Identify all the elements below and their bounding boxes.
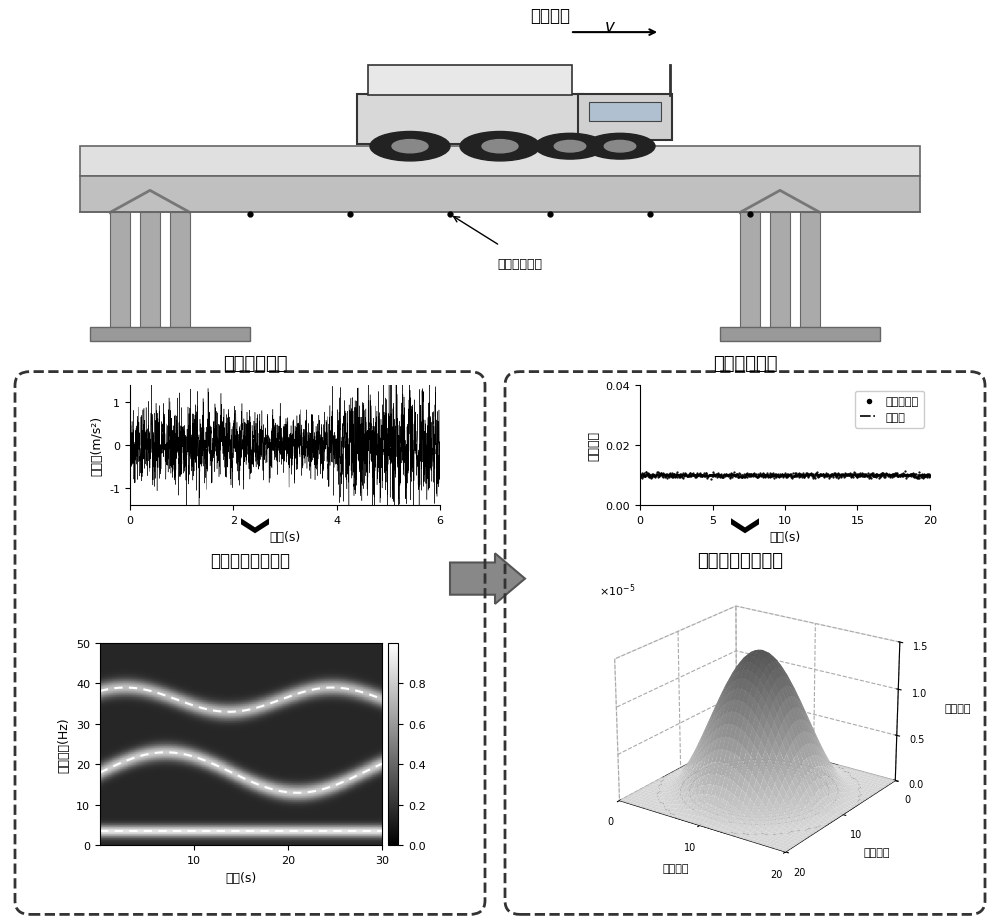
Circle shape <box>392 141 428 153</box>
FancyArrow shape <box>450 553 525 605</box>
Text: ❯: ❯ <box>726 516 754 539</box>
Text: v: v <box>605 18 615 37</box>
Text: 时变模态参数识别: 时变模态参数识别 <box>210 551 290 570</box>
Text: $\times 10^{-5}$: $\times 10^{-5}$ <box>599 582 635 598</box>
FancyBboxPatch shape <box>357 95 583 144</box>
X-axis label: 时间(s): 时间(s) <box>769 530 801 544</box>
Circle shape <box>604 142 636 153</box>
FancyBboxPatch shape <box>170 213 190 331</box>
Polygon shape <box>80 176 920 213</box>
Circle shape <box>370 132 450 162</box>
Y-axis label: 固有频率(Hz): 固有频率(Hz) <box>58 717 71 772</box>
FancyBboxPatch shape <box>770 213 790 331</box>
FancyBboxPatch shape <box>368 65 572 96</box>
FancyBboxPatch shape <box>740 213 760 331</box>
Legend: 本发明方法, 理论值: 本发明方法, 理论值 <box>855 391 924 428</box>
Circle shape <box>554 142 586 153</box>
Circle shape <box>460 132 540 162</box>
Text: 缩放系数计算: 缩放系数计算 <box>713 354 777 372</box>
Text: 结构响应采集: 结构响应采集 <box>223 354 287 372</box>
FancyBboxPatch shape <box>578 95 672 141</box>
FancyBboxPatch shape <box>720 327 880 342</box>
X-axis label: 测点数目: 测点数目 <box>662 863 689 873</box>
Polygon shape <box>80 147 920 176</box>
Y-axis label: 加速度(m/s²): 加速度(m/s²) <box>91 415 104 476</box>
Circle shape <box>585 134 655 160</box>
Circle shape <box>535 134 605 160</box>
Y-axis label: 测点数目: 测点数目 <box>863 847 890 857</box>
FancyBboxPatch shape <box>110 213 130 331</box>
Text: 结构位移柔度识别: 结构位移柔度识别 <box>697 551 783 570</box>
FancyBboxPatch shape <box>800 213 820 331</box>
Text: 移动车辆: 移动车辆 <box>530 7 570 26</box>
FancyBboxPatch shape <box>140 213 160 331</box>
FancyBboxPatch shape <box>589 103 661 121</box>
Y-axis label: 缩放系数: 缩放系数 <box>587 431 600 460</box>
Text: 加速度传感器: 加速度传感器 <box>498 257 542 270</box>
FancyBboxPatch shape <box>90 327 250 342</box>
Text: ❯: ❯ <box>236 516 264 539</box>
X-axis label: 时间(s): 时间(s) <box>269 530 301 544</box>
Circle shape <box>482 141 518 153</box>
X-axis label: 时间(s): 时间(s) <box>225 870 257 884</box>
